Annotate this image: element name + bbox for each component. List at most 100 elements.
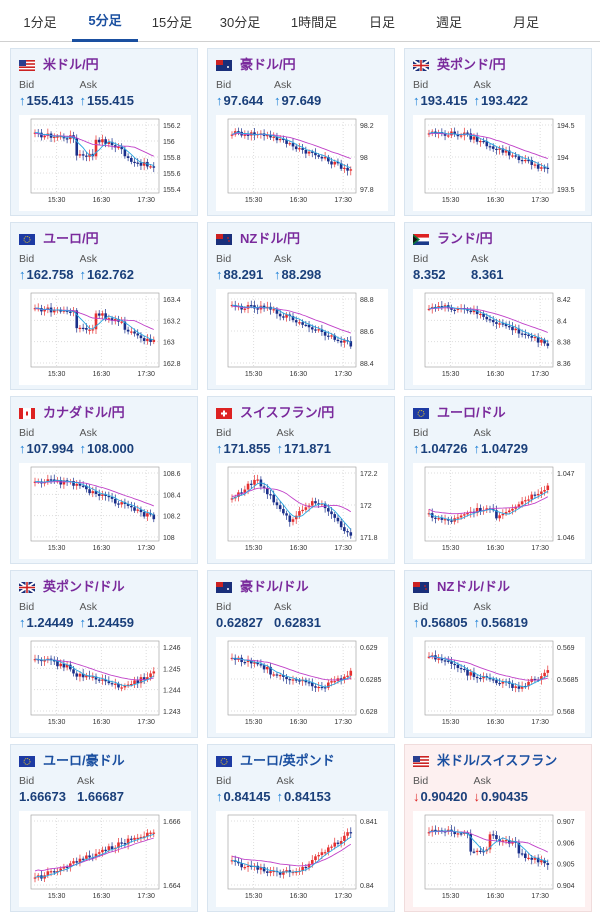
card-header-link[interactable]: ユーロ/円 <box>19 229 99 246</box>
rate-card[interactable]: 米ドル/円 Bid Ask ↑155.413 ↑155.415 156.2 156 155.8… <box>10 48 198 216</box>
candle <box>491 679 495 681</box>
candle <box>56 870 59 873</box>
rate-card[interactable]: カナダドル/円 Bid Ask ↑107.994 ↑108.000 108.6 108.4 1… <box>10 396 198 564</box>
rate-card[interactable]: 米ドル/スイスフラン Bid Ask ↓0.90420 ↓0.90435 0.907 0.9… <box>404 744 592 912</box>
rate-card[interactable]: NZドル/円 Bid Ask ↑88.291 ↑88.298 88.8 88.6 88.4 15… <box>207 222 395 390</box>
candle <box>75 483 79 486</box>
candlestick-chart[interactable]: 1.666 1.664 15:30 16:30 17:30 <box>19 811 191 907</box>
candlestick-chart[interactable]: 194.5 194 193.5 15:30 16:30 17:30 <box>413 115 585 211</box>
candle <box>269 666 272 675</box>
rate-card[interactable]: ユーロ/円 Bid Ask ↑162.758 ↑162.762 163.4 163.2 163… <box>10 222 198 390</box>
x-tick-label: 15:30 <box>442 719 460 726</box>
candle <box>107 141 111 144</box>
candle <box>136 680 140 684</box>
candlestick-chart[interactable]: 8.42 8.4 8.38 8.36 15:30 16:30 17:30 <box>413 289 585 385</box>
candle <box>450 661 453 664</box>
candle <box>149 673 152 678</box>
card-header-link[interactable]: 米ドル/スイスフラン <box>413 751 557 768</box>
bid-price: 1.24449 <box>26 615 74 630</box>
tab-2[interactable]: 15分足 <box>151 14 193 30</box>
y-tick-label: 98 <box>360 155 368 162</box>
candle <box>65 310 69 312</box>
tab-1[interactable]: 5分足 <box>72 0 138 42</box>
card-header-link[interactable]: NZドル/ドル <box>413 577 510 594</box>
candle <box>459 135 463 137</box>
candlestick-chart[interactable]: 98.2 98 97.8 15:30 16:30 17:30 <box>216 115 388 211</box>
candlestick-chart[interactable]: 0.629 0.6285 0.628 15:30 16:30 17:30 <box>216 637 388 733</box>
tab-7[interactable]: 月足 <box>512 14 539 30</box>
rate-card[interactable]: ユーロ/豪ドルBidAsk↑1.66673↑1.666871.6661.6641… <box>10 744 198 912</box>
candle <box>78 858 82 863</box>
y-tick-label: 88.4 <box>360 361 374 368</box>
card-header-link[interactable]: 英ポンド/円 <box>412 55 506 72</box>
candle <box>117 503 120 505</box>
candlestick-chart[interactable]: 0.841 0.84 15:30 16:30 17:30 <box>216 811 388 907</box>
tab-5[interactable]: 日足 <box>368 14 395 30</box>
ma-long-line <box>428 656 548 681</box>
candle <box>440 306 444 308</box>
ma-long-line <box>231 487 352 513</box>
candlestick-chart[interactable]: 0.569 0.5685 0.568 15:30 16:30 17:30 <box>413 637 585 733</box>
card-header-link[interactable]: NZドル/円 <box>216 229 300 246</box>
candle <box>256 308 259 310</box>
x-tick-label: 15:30 <box>245 719 263 726</box>
candlestick-chart[interactable]: 0.907 0.906 0.905 0.904 15:30 16:30 17:30 <box>413 811 585 907</box>
card-header-link[interactable]: カナダドル/円 <box>19 403 125 420</box>
eu-au-flag-icon <box>19 754 35 767</box>
card-header-link[interactable]: ユーロ/豪ドル <box>19 751 125 768</box>
pair-title: 米ドル/円 <box>43 56 99 72</box>
card-header-link[interactable]: 米ドル/円 <box>19 55 99 72</box>
candlestick-chart[interactable]: 163.4 163.2 163 162.8 15:30 16:30 17:30 <box>19 289 191 385</box>
candlestick-chart[interactable]: 1.047 1.046 15:30 16:30 17:30 <box>413 463 585 559</box>
tab-6[interactable]: 週足 <box>435 14 462 30</box>
y-tick-label: 0.629 <box>360 645 378 652</box>
card-header-link[interactable]: ランド/円 <box>413 229 493 246</box>
candlestick-chart[interactable]: 1.246 1.245 1.244 1.243 15:30 16:30 17:30 <box>19 637 191 733</box>
rate-card[interactable]: ユーロ/英ポンド Bid Ask ↑0.84145 ↑0.84153 0.841 0.84 1… <box>207 744 395 912</box>
x-tick-label: 17:30 <box>137 545 155 552</box>
candle <box>149 166 152 168</box>
candle <box>317 329 320 331</box>
candlestick-chart[interactable]: 88.8 88.6 88.4 15:30 16:30 17:30 <box>216 289 388 385</box>
candle <box>466 132 469 134</box>
card-header-link[interactable]: 英ポンド/ドル <box>18 577 125 594</box>
card-header-link[interactable]: スイスフラン/円 <box>216 403 334 420</box>
candle <box>469 310 473 313</box>
candle <box>527 334 530 337</box>
candlestick-chart[interactable]: 156.2 156 155.8 155.6 155.4 15:30 16:30 17:30 <box>19 115 191 211</box>
rate-card[interactable]: スイスフラン/円 Bid Ask ↑171.855 ↑171.871 172.2 172 17… <box>207 396 395 564</box>
candle <box>488 834 492 850</box>
candle <box>485 316 489 320</box>
tab-4[interactable]: 1時間足 <box>290 14 338 30</box>
card-header-link[interactable]: ユーロ/ドル <box>413 403 506 420</box>
x-tick-label: 16:30 <box>487 197 505 204</box>
y-tick-label: 108.6 <box>163 471 181 478</box>
candle <box>120 842 123 844</box>
card-header-link[interactable]: ユーロ/英ポンド <box>216 751 335 768</box>
ma-long-line <box>35 132 154 157</box>
x-tick-label: 16:30 <box>93 545 111 552</box>
candle <box>288 870 292 873</box>
candle <box>142 677 146 680</box>
candle <box>278 138 282 141</box>
candle <box>482 140 485 143</box>
ma-long-line <box>428 307 548 333</box>
candle <box>256 865 259 870</box>
x-tick-label: 16:30 <box>487 719 505 726</box>
candle <box>243 134 247 136</box>
rate-card[interactable]: ランド/円 Bid Ask ↑8.352 ↑8.361 8.42 8.4 8.38 8.36 15… <box>404 222 592 390</box>
rate-card[interactable]: NZドル/ドル Bid Ask ↑0.56805 ↑0.56819 0.569 0.5685… <box>404 570 592 738</box>
candlestick-chart[interactable]: 108.6 108.4 108.2 108 15:30 16:30 17:30 <box>19 463 191 559</box>
za-jp-flag-icon <box>413 232 429 245</box>
rate-card[interactable]: 英ポンド/ドル Bid Ask ↑1.24449 ↑1.24459 1.246 1.245 1… <box>10 570 198 738</box>
card-header-link[interactable]: 豪ドル/円 <box>216 55 296 72</box>
ask-price: 0.90435 <box>481 789 528 804</box>
card-header-link[interactable]: 豪ドル/ドル <box>216 577 309 594</box>
rate-card[interactable]: ユーロ/ドル Bid Ask ↑1.04726 ↑1.04729 1.047 1.046 15… <box>404 396 592 564</box>
rate-card[interactable]: 豪ドル/ドルBidAsk↑0.62827↑0.628310.6290.62850… <box>207 570 395 738</box>
tab-3[interactable]: 30分足 <box>219 14 261 30</box>
candlestick-chart[interactable]: 172.2 172 171.8 15:30 16:30 17:30 <box>216 463 388 559</box>
rate-card[interactable]: 豪ドル/円 Bid Ask ↑97.644 ↑97.649 98.2 98 97.8 15:30… <box>207 48 395 216</box>
tab-0[interactable]: 1分足 <box>23 14 57 30</box>
rate-card[interactable]: 英ポンド/円 Bid Ask ↑193.415 ↑193.422 194.5 194 193.… <box>404 48 592 216</box>
